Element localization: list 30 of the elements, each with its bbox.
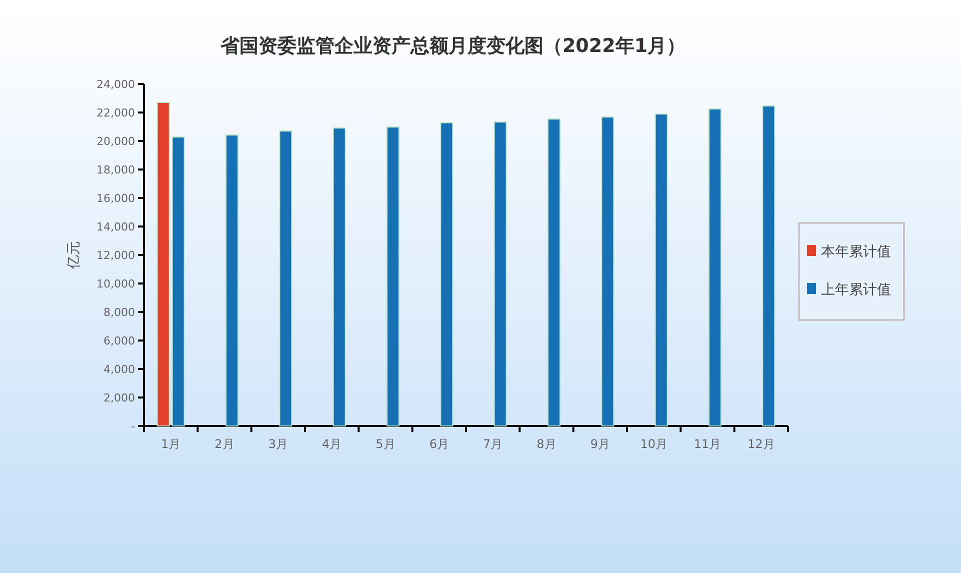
x-tick-label: 12月 [748,437,775,451]
y-tick-label: 6,000 [104,334,135,348]
x-tick-label: 2月 [214,437,234,451]
y-tick-label: 22,000 [96,106,135,120]
legend-label: 本年累计值 [821,244,891,260]
y-axis-title: 亿元 [66,241,82,270]
x-tick-label: 6月 [429,437,449,451]
y-tick-label: 24,000 [96,78,135,91]
x-tick-label: 3月 [268,437,288,451]
y-tick-label: 8,000 [104,306,135,319]
x-tick-label: 9月 [590,437,610,451]
y-tick-label: 10,000 [96,278,135,290]
x-tick-label: 1月 [161,437,181,451]
y-tick-label: - [131,420,136,433]
y-tick-label: 12,000 [96,249,135,262]
y-tick-label: 14,000 [96,220,135,234]
y-tick-label: 20,000 [96,135,135,148]
x-tick-label: 7月 [483,437,503,451]
legend-item: 本年累计值 [807,244,891,260]
x-tick-label: 5月 [376,437,396,451]
y-tick-label: 2,000 [104,392,135,404]
y-tick-label: 18,000 [96,164,135,176]
x-tick-label: 4月 [322,437,342,451]
chart-title: 省国资委监管企业资产总额月度变化图（2022年1月） [219,35,686,57]
y-tick-label: 16,000 [96,192,135,205]
x-tick-label: 11月 [694,437,722,451]
y-tick-label: 4,000 [104,363,135,376]
legend-item: 上年累计值 [807,282,891,298]
x-tick-label: 8月 [536,437,556,451]
x-tick-label: 10月 [640,437,668,451]
